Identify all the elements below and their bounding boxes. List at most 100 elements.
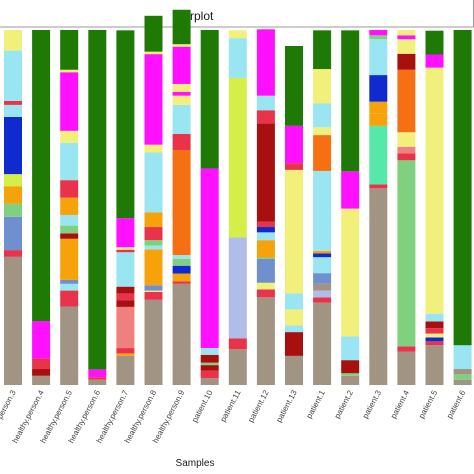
bar-segment <box>285 169 303 294</box>
x-tick-label: patient.12 <box>246 388 271 424</box>
bar-segment <box>60 72 79 131</box>
bar-segment <box>60 142 79 181</box>
bar-segment <box>256 123 275 222</box>
bar-healthy.person.5 <box>60 30 79 385</box>
bars-group <box>4 9 472 386</box>
bar-segment <box>60 279 79 284</box>
bar-segment <box>4 174 22 187</box>
bar-segment <box>313 127 332 136</box>
bar-segment <box>200 365 219 371</box>
bar-segment <box>313 297 332 303</box>
bar-segment <box>369 39 388 76</box>
bar-segment <box>425 328 444 334</box>
bar-segment <box>313 273 332 284</box>
bar-segment <box>172 281 191 284</box>
bar-segment <box>144 54 163 145</box>
bar-segment <box>60 238 79 280</box>
x-tick-label: patient.10 <box>190 388 215 424</box>
bar-segment <box>397 35 416 40</box>
bar-segment <box>453 369 472 375</box>
bar-segment <box>200 370 219 379</box>
bar-segment <box>4 250 22 257</box>
bar-segment <box>116 348 135 354</box>
bar-segment <box>228 349 247 385</box>
bar-segment <box>453 30 472 346</box>
bar-segment <box>397 69 416 133</box>
bar-segment <box>256 257 275 259</box>
bar-segment <box>256 110 275 124</box>
bar-segment <box>369 30 388 36</box>
bar-segment <box>32 375 51 385</box>
bar-segment <box>172 83 191 92</box>
bar-segment <box>397 53 416 70</box>
bar-segment <box>256 227 275 233</box>
bar-segment <box>285 332 303 352</box>
bar-segment <box>116 353 135 356</box>
bar-segment <box>4 256 22 386</box>
bar-segment <box>200 378 219 385</box>
bar-segment <box>172 104 191 135</box>
bar-segment <box>453 379 472 386</box>
bar-segment <box>88 30 107 370</box>
bar-segment <box>369 184 388 189</box>
bar-segment <box>116 247 135 250</box>
bar-segment <box>228 338 247 350</box>
bar-segment <box>256 240 275 258</box>
bar-segment <box>425 333 444 338</box>
x-tick-label: person.3 <box>0 388 18 420</box>
bar-segment <box>256 282 275 290</box>
bar-segment <box>341 336 360 361</box>
bar-healthy.person.4 <box>32 30 51 385</box>
bar-segment <box>116 293 135 301</box>
bar-segment <box>341 30 360 172</box>
bar-segment <box>256 95 275 111</box>
bar-segment <box>425 67 444 314</box>
bar-patient.3 <box>369 30 388 385</box>
bar-segment <box>60 290 79 307</box>
bar-segment <box>200 168 219 349</box>
bar-segment <box>369 188 388 385</box>
bar-segment <box>172 134 191 150</box>
x-tick-labels: person.3healthy.person.4healthy.person.5… <box>0 388 468 444</box>
bar-segment <box>397 153 416 161</box>
bar-segment <box>256 297 275 385</box>
bar-segment <box>425 54 444 68</box>
bar-patient.10 <box>200 30 219 385</box>
bar-segment <box>172 95 191 105</box>
bar-segment <box>144 240 163 246</box>
bar-segment <box>32 30 51 322</box>
bar-segment <box>228 237 247 339</box>
bar-segment <box>4 203 22 217</box>
bar-segment <box>369 113 388 126</box>
bar-segment <box>256 289 275 298</box>
bar-patient.2 <box>341 30 360 385</box>
bar-segment <box>4 101 22 105</box>
bar-patient.11 <box>228 30 247 385</box>
bar-segment <box>313 283 332 291</box>
bar-healthy.person.8 <box>144 15 163 385</box>
bar-segment <box>369 101 388 114</box>
bar-segment <box>285 351 303 356</box>
bar-segment <box>144 290 163 292</box>
bar-segment <box>313 69 332 104</box>
bar-segment <box>285 309 303 326</box>
bar-segment <box>144 212 163 228</box>
bar-segment <box>453 374 472 380</box>
bar-segment <box>397 30 416 36</box>
bar-segment <box>397 39 416 54</box>
bar-segment <box>397 132 416 147</box>
bar-patient.12 <box>256 29 275 385</box>
bar-segment <box>116 249 135 253</box>
bar-segment <box>172 149 191 256</box>
bar-segment <box>144 299 163 385</box>
bar-segment <box>116 306 135 349</box>
bar-segment <box>228 77 247 238</box>
x-axis-label: Samples <box>176 458 215 469</box>
bar-segment <box>4 50 22 101</box>
bar-segment <box>116 300 135 307</box>
bar-segment <box>341 360 360 374</box>
bar-segment <box>313 250 332 254</box>
bar-segment <box>285 45 303 126</box>
x-tick-label: healthy.person.9 <box>151 388 187 444</box>
bar-patient.1 <box>313 30 332 385</box>
